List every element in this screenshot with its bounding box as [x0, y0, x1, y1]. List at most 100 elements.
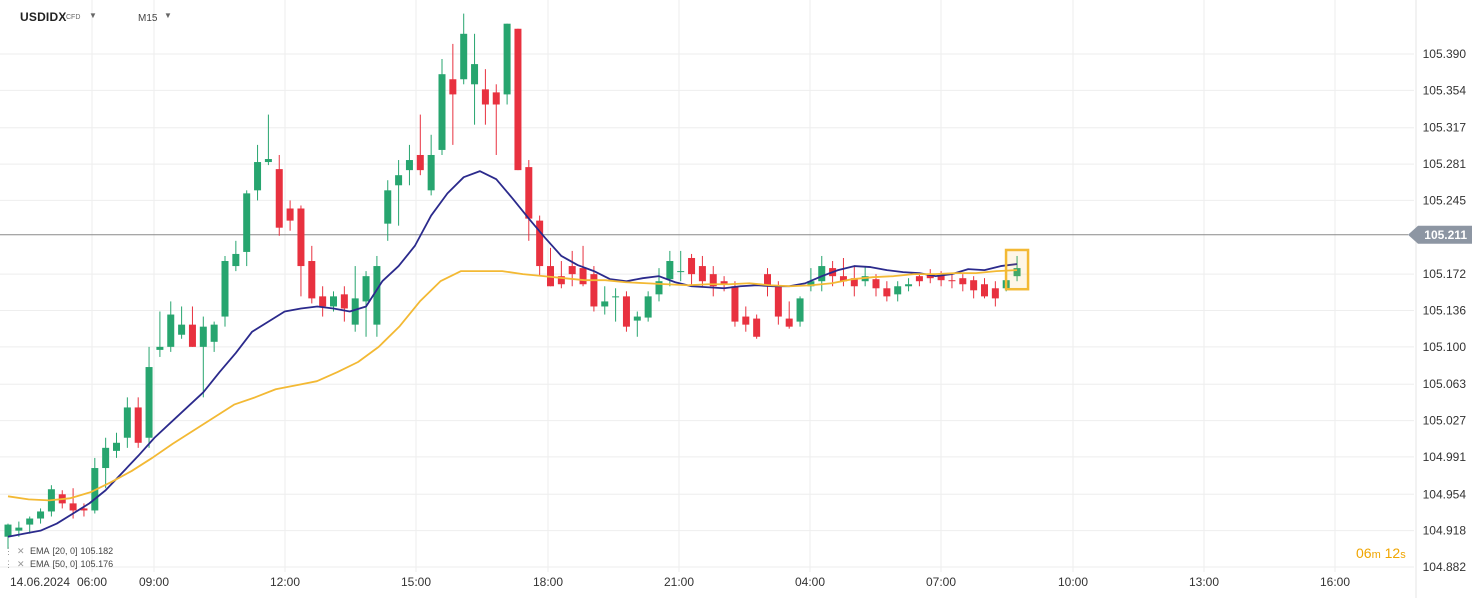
candle — [319, 286, 327, 317]
candle — [677, 250, 685, 282]
candle — [536, 215, 544, 277]
symbol-dropdown-icon[interactable]: ▼ — [89, 11, 97, 20]
candle — [818, 255, 826, 292]
candle — [915, 274, 923, 287]
ema20-line — [7, 170, 1018, 538]
y-tick-label: 105.172 — [1423, 267, 1467, 281]
ema50-settings-icon[interactable]: ⋮ — [4, 559, 13, 569]
candle-body-up — [15, 527, 23, 531]
candle — [991, 281, 999, 307]
ema20-params: [20, 0] — [52, 546, 78, 556]
candle — [80, 503, 88, 517]
candle-body-down — [785, 318, 793, 327]
candle — [764, 268, 771, 297]
candle-body-down — [688, 257, 696, 275]
symbol-label[interactable]: USDIDX — [20, 10, 67, 24]
candle-body-down — [991, 288, 999, 299]
candle — [102, 437, 110, 489]
ema-lines — [7, 170, 1018, 538]
candle — [905, 278, 913, 292]
x-tick-label: 13:00 — [1189, 575, 1219, 589]
candle — [308, 245, 316, 304]
candle-body-up — [102, 447, 110, 469]
candle — [557, 261, 565, 289]
candle — [460, 13, 468, 85]
candle — [644, 291, 652, 322]
candle — [113, 432, 120, 458]
candle — [275, 154, 283, 236]
candle — [633, 311, 641, 337]
timeframe-dropdown-icon[interactable]: ▼ — [164, 11, 172, 20]
candle — [590, 266, 598, 312]
candle-body-up — [221, 261, 229, 317]
x-tick-label: 14.06.2024 — [10, 575, 70, 589]
candle-body-up — [655, 281, 663, 295]
countdown-seconds-unit: s — [1400, 549, 1406, 561]
y-tick-label: 105.063 — [1423, 377, 1467, 391]
candle-body-up — [818, 266, 826, 282]
current-price-tag — [1408, 225, 1472, 244]
candle-body-up — [405, 160, 413, 171]
candle-body-down — [959, 278, 967, 285]
y-tick-label: 104.918 — [1423, 524, 1467, 538]
candle — [774, 281, 782, 325]
candle — [503, 23, 511, 105]
candle — [264, 114, 272, 166]
candle-body-down — [872, 279, 880, 289]
candle-body-down — [297, 208, 305, 267]
candle-body-down — [525, 167, 533, 219]
candle-body-up — [666, 261, 674, 280]
candle-body-up — [26, 518, 34, 525]
candle-body-down — [709, 274, 717, 287]
candle — [243, 190, 251, 267]
ema20-settings-icon[interactable]: ⋮ — [4, 546, 13, 556]
candle-body-up — [156, 346, 164, 350]
candle-body-up — [362, 276, 370, 302]
ema50-remove-icon[interactable]: ✕ — [17, 559, 25, 569]
y-tick-label: 105.317 — [1423, 121, 1467, 135]
ema20-remove-icon[interactable]: ✕ — [17, 546, 25, 556]
candle-body-up — [633, 316, 641, 321]
candle — [612, 288, 620, 322]
candle — [796, 296, 804, 327]
candle-body-down — [340, 294, 348, 309]
y-axis: 105.390 105.354 105.317 105.281 105.245 105.1… — [1423, 47, 1467, 574]
candle-body-down — [915, 276, 923, 282]
candle-body-down — [590, 274, 598, 307]
candle — [698, 255, 706, 287]
y-tick-label: 105.100 — [1423, 340, 1467, 354]
candle-body-down — [764, 274, 771, 287]
candle-body-down — [970, 280, 978, 291]
x-axis: 14.06.2024 06:00 09:00 12:00 15:00 18:00 21:00… — [10, 575, 1350, 589]
candle — [449, 43, 457, 145]
countdown-minutes-unit: m — [1371, 549, 1381, 561]
candle — [481, 69, 489, 125]
candle-body-down — [492, 92, 500, 105]
candle-body-down — [134, 407, 142, 443]
candle-body-down — [926, 274, 934, 279]
current-price-tag-label: 105.211 — [1424, 228, 1467, 242]
candle-body-up — [167, 314, 175, 347]
candle — [1013, 255, 1021, 282]
ema20-value: 105.182 — [80, 546, 114, 556]
candle — [221, 255, 229, 327]
timeframe-label[interactable]: M15 — [138, 13, 158, 24]
candle — [254, 144, 262, 201]
candle-body-down — [948, 280, 956, 282]
candle — [709, 266, 717, 297]
candle — [926, 269, 934, 284]
x-tick-label: 12:00 — [270, 575, 300, 589]
candle-body-down — [481, 89, 489, 105]
candle-body-down — [557, 276, 565, 285]
y-tick-label: 105.354 — [1423, 83, 1467, 97]
candle — [416, 114, 424, 176]
candle — [145, 346, 153, 448]
candle-body-down — [753, 318, 761, 337]
candle — [210, 321, 218, 352]
candle — [850, 266, 858, 297]
candle — [959, 274, 967, 292]
candle-body-down — [514, 28, 522, 171]
x-tick-label: 06:00 — [77, 575, 107, 589]
candle — [373, 255, 381, 337]
